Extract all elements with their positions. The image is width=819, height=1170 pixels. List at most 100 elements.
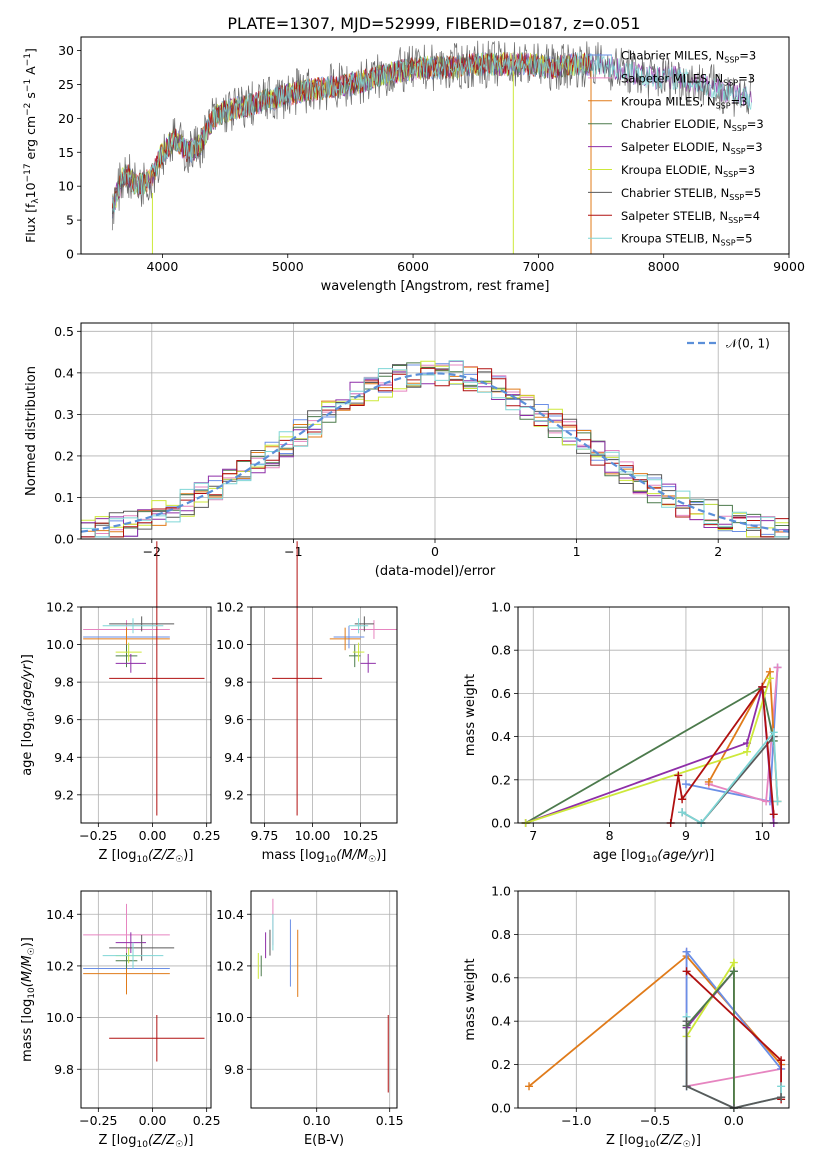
y-tick-label: 10 — [58, 179, 74, 194]
y-tick-label: 5 — [66, 213, 74, 228]
weight-marker — [704, 777, 713, 786]
weight-line-8 — [685, 1021, 782, 1109]
y-tick-label: 1.0 — [491, 600, 511, 615]
x-tick-label: 9 — [682, 828, 690, 843]
y-tick-label: 0.0 — [54, 532, 74, 547]
y-tick-label: 10.0 — [216, 637, 244, 652]
x-tick-label: −0.25 — [79, 828, 117, 843]
plot-frame — [80, 606, 212, 824]
weight-marker — [674, 771, 683, 780]
y-tick-label: 20 — [58, 111, 74, 126]
plot-frame — [517, 606, 790, 824]
y-tick-label: 10.2 — [216, 600, 244, 615]
age-vs-mass-panel: 9.75 10.00 10.25 9.2 9.4 9.6 9.8 10.0 10.2 mass [… — [216, 541, 398, 865]
weight-marker — [681, 780, 690, 789]
x-tick-label: 0.00 — [139, 828, 167, 843]
x-tick-label: −0.5 — [640, 1113, 670, 1128]
legend-label: 𝒩(0, 1) — [726, 337, 770, 351]
y-tick-label: 0.8 — [491, 643, 511, 658]
y-axis-label: Flux [fλ10−17 erg cm−2 s−1 A−1] — [23, 48, 41, 243]
y-tick-label: 30 — [58, 43, 74, 58]
weight-marker — [682, 947, 691, 956]
y-tick-label: 10.4 — [46, 907, 74, 922]
plot-frame — [80, 890, 212, 1109]
y-axis-label: mass weight — [463, 674, 478, 756]
x-tick-label: 1 — [573, 544, 581, 559]
legend-label: Chabrier STELIB, NSSP=5 — [621, 186, 761, 202]
y-tick-label: 9.6 — [54, 712, 74, 727]
weight-marker — [682, 1082, 691, 1091]
x-tick-label: 0.10 — [303, 1113, 331, 1128]
legend-label: Kroupa STELIB, NSSP=5 — [621, 232, 752, 248]
weight-marker — [729, 958, 738, 967]
legend-label: Salpeter ELODIE, NSSP=3 — [621, 140, 763, 156]
x-axis-label: mass [log10(M/M☉)] — [262, 848, 387, 865]
x-axis-label: Z [log10(Z/Z☉)] — [606, 1133, 701, 1150]
y-axis-label: age [log10(age/yr)] — [20, 654, 37, 776]
massweight-vs-age-panel: 7 8 9 10 0.0 0.2 0.4 0.6 0.8 1.0 age [log10(age/yr… — [463, 600, 790, 865]
x-axis-label: Z [log10(Z/Z☉)] — [99, 848, 194, 865]
histogram-5 — [81, 360, 789, 538]
x-tick-label: −2 — [143, 544, 161, 559]
x-tick-label: 0.25 — [193, 1113, 221, 1128]
plot-frame — [80, 322, 790, 540]
x-tick-label: 8 — [606, 828, 614, 843]
y-tick-label: 15 — [58, 145, 74, 160]
weight-marker — [678, 795, 687, 804]
weight-marker — [678, 808, 687, 817]
y-tick-label: 0 — [66, 247, 74, 262]
weight-line-8 — [681, 729, 779, 825]
spectrum-series-8 — [111, 52, 752, 213]
x-tick-label: 0.00 — [139, 1113, 167, 1128]
x-tick-label: −1 — [284, 544, 302, 559]
y-tick-label: 9.2 — [54, 787, 74, 802]
x-tick-label: 4000 — [147, 259, 179, 274]
y-tick-label: 10.0 — [46, 637, 74, 652]
y-tick-label: 0.0 — [491, 1101, 511, 1116]
legend-label: Chabrier ELODIE, NSSP=3 — [621, 117, 764, 133]
y-tick-label: 9.8 — [54, 675, 74, 690]
x-tick-label: −1.0 — [561, 1113, 591, 1128]
massweight-vs-metallicity-panel: −1.0 −0.5 0.0 0.0 0.2 0.4 0.6 0.8 1.0 Z [log10(Z/… — [463, 884, 790, 1150]
histogram-8 — [81, 360, 789, 538]
weight-marker — [777, 1056, 786, 1065]
spectrum-panel: 4000 5000 6000 7000 8000 9000 0 5 10 15 20 25 30 wave… — [23, 36, 805, 294]
y-tick-label: 10.2 — [46, 600, 74, 615]
weight-marker — [743, 747, 752, 756]
x-tick-label: 0.0 — [724, 1113, 744, 1128]
weight-line-5 — [685, 968, 735, 1108]
y-tick-label: 10.0 — [46, 1010, 74, 1025]
weight-marker — [773, 797, 782, 806]
y-axis-label: mass weight — [463, 958, 478, 1040]
y-tick-label: 9.8 — [224, 1062, 244, 1077]
mass-vs-metallicity-panel: −0.25 0.00 0.25 9.8 10.0 10.2 10.4 Z [log10(Z/Z… — [20, 890, 221, 1150]
y-tick-label: 9.2 — [224, 787, 244, 802]
mass-vs-ebv-panel: 0.10 0.15 9.8 10.0 10.2 10.4 E(B-V) — [216, 890, 404, 1148]
y-tick-label: 9.8 — [224, 675, 244, 690]
y-tick-label: 9.4 — [54, 750, 74, 765]
weight-marker — [758, 682, 767, 691]
residuals-panel: −2 −1 0 1 2 0.0 0.1 0.2 0.3 0.4 0.5 (data-model)/er… — [24, 322, 790, 579]
x-tick-label: 0.15 — [376, 1113, 404, 1128]
x-tick-label: 10 — [754, 828, 770, 843]
x-tick-label: 9.75 — [251, 828, 279, 843]
age-vs-metallicity-panel: −0.25 0.00 0.25 9.2 9.4 9.6 9.8 10.0 10.2 Z [log1… — [20, 541, 221, 865]
x-tick-label: 10.00 — [295, 828, 331, 843]
weight-marker — [777, 1082, 786, 1091]
legend-label: Salpeter STELIB, NSSP=4 — [621, 209, 760, 225]
y-tick-label: 0.6 — [491, 686, 511, 701]
x-tick-label: 6000 — [397, 259, 429, 274]
y-tick-label: 1.0 — [491, 884, 511, 899]
x-tick-label: 10.25 — [343, 828, 379, 843]
weight-marker — [525, 1082, 534, 1091]
weight-marker — [729, 967, 738, 976]
gaussian-curve — [80, 372, 790, 533]
y-tick-label: 0.5 — [54, 324, 74, 339]
y-tick-label: 9.4 — [224, 750, 244, 765]
x-axis-label: age [log10(age/yr)] — [593, 848, 715, 865]
x-axis-label: E(B-V) — [304, 1133, 344, 1148]
x-tick-label: 9000 — [773, 259, 805, 274]
y-tick-label: 9.8 — [54, 1062, 74, 1077]
y-tick-label: 0.4 — [54, 365, 74, 380]
